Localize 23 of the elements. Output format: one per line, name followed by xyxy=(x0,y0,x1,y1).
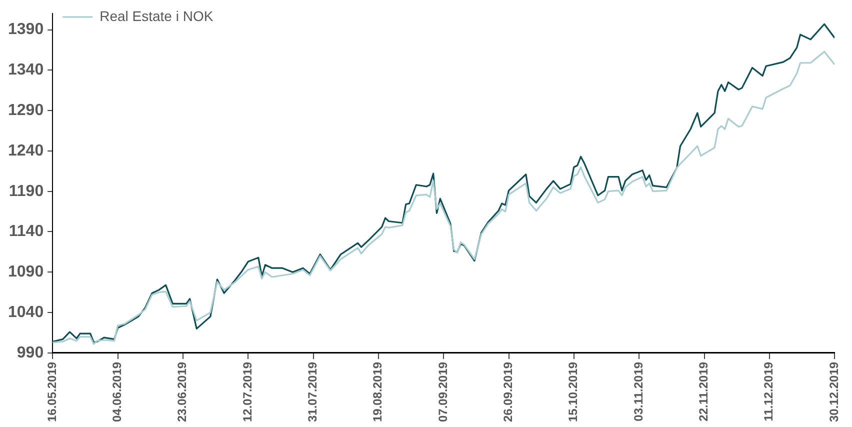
x-tick-label: 15.10.2019 xyxy=(566,362,580,422)
x-tick-label: 23.06.2019 xyxy=(175,362,190,422)
y-tick-label: 1140 xyxy=(8,223,44,240)
x-tick-label: 03.11.2019 xyxy=(631,362,646,422)
x-tick-label: 22.11.2019 xyxy=(696,362,711,422)
y-tick-label: 1240 xyxy=(8,142,44,160)
legend-label: Real Estate i NOK xyxy=(100,8,214,24)
x-tick-label: 26.09.2019 xyxy=(501,362,516,422)
x-tick-label: 04.06.2019 xyxy=(110,362,124,422)
x-tick-label: 16.05.2019 xyxy=(44,362,59,422)
y-tick-label: 1390 xyxy=(8,21,44,38)
x-tick-label: 11.12.2019 xyxy=(762,362,776,422)
x-tick-label: 19.08.2019 xyxy=(370,362,385,422)
x-tick-label: 30.12.2019 xyxy=(826,362,841,422)
x-tick-label: 31.07.2019 xyxy=(306,362,320,422)
y-tick-label: 990 xyxy=(16,344,44,362)
y-tick-label: 1090 xyxy=(8,264,44,281)
x-tick-label: 12.07.2019 xyxy=(240,362,254,422)
x-tick-label: 07.09.2019 xyxy=(436,362,450,422)
y-tick-label: 1290 xyxy=(8,102,44,119)
y-tick-label: 1040 xyxy=(8,304,44,321)
y-tick-label: 1190 xyxy=(8,182,44,200)
y-tick-label: 1340 xyxy=(8,62,44,79)
